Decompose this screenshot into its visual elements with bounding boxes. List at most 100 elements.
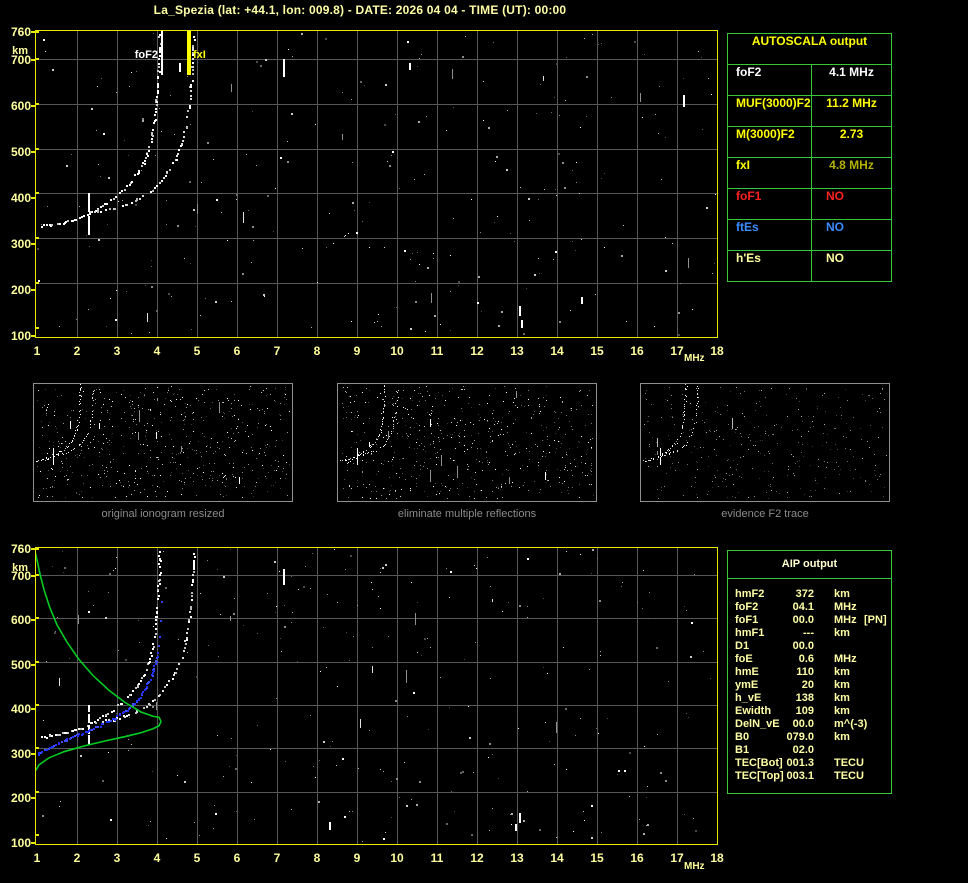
x-axis-tick-label: 11 xyxy=(430,851,444,865)
y-axis-tick-label: 300 xyxy=(10,746,31,761)
y-axis-tick xyxy=(31,619,36,622)
autoscala-row-value: NO xyxy=(826,251,844,265)
autoscala-row-label: MUF(3000)F2 xyxy=(728,96,812,126)
aip-param-unit: TECU xyxy=(834,770,864,782)
page-title: La_Spezia (lat: +44.1, lon: 009.8) - DAT… xyxy=(153,3,567,17)
thumbnail-eliminate-reflections xyxy=(337,383,597,502)
aip-param-name: hmE xyxy=(735,666,759,678)
aip-row: foE 0.6 MHz xyxy=(728,653,891,666)
aip-param-name: h_vE xyxy=(735,692,762,704)
aip-row: D1 00.0 xyxy=(728,640,891,653)
autoscala-row-value: 11.2 MHz xyxy=(826,96,877,110)
aip-row: hmF2 372 km xyxy=(728,588,891,601)
y-axis-tick-label: 700 xyxy=(10,52,31,67)
autoscala-row: h'Es NO xyxy=(728,251,891,281)
autoscala-row-label: M(3000)F2 xyxy=(728,127,812,157)
autoscala-row: foF2 4.1 MHz xyxy=(728,65,891,96)
autoscala-rows: foF2 4.1 MHz MUF(3000)F2 11.2 MHz M(3000)F2 2… xyxy=(728,65,891,281)
y-axis-unit-label: km xyxy=(12,45,28,57)
x-axis-tick-label: 11 xyxy=(430,344,444,358)
aip-param-unit: m^(-3) xyxy=(834,718,868,730)
x-axis-tick-label: 2 xyxy=(73,344,81,358)
fxI-marker-label: fxI xyxy=(193,49,206,61)
aip-param-unit: MHz xyxy=(834,653,857,665)
autoscala-row-label: ftEs xyxy=(728,220,812,250)
aip-row: foF2 04.1 MHz xyxy=(728,601,891,614)
x-axis-tick-label: 15 xyxy=(590,851,604,865)
aip-param-name: TEC[Bot] xyxy=(735,757,783,769)
y-axis-tick xyxy=(31,752,36,755)
x-axis-unit-label: MHz xyxy=(684,861,705,872)
x-axis-tick-label: 12 xyxy=(470,851,484,865)
aip-param-name: foE xyxy=(735,653,753,665)
thumbnail-caption: eliminate multiple reflections xyxy=(397,508,537,520)
x-axis-tick-label: 1 xyxy=(33,851,41,865)
aip-param-unit: MHz xyxy=(834,601,857,613)
y-axis-tick-label: 500 xyxy=(10,144,31,159)
x-axis-tick-label: 15 xyxy=(590,344,604,358)
autoscala-row: foF1 NO xyxy=(728,189,891,220)
x-axis-tick-label: 16 xyxy=(630,344,644,358)
aip-param-name: ymE xyxy=(735,679,759,691)
x-axis-tick-label: 14 xyxy=(550,851,564,865)
aip-row: TEC[Bot] 001.3 TECU xyxy=(728,757,891,770)
thumbnail-evidence-canvas xyxy=(641,384,889,501)
aip-header: AIP output xyxy=(781,558,838,570)
foF2-marker-label: foF2 xyxy=(134,49,158,61)
aip-param-value: 00.0 xyxy=(792,718,814,730)
y-axis-tick xyxy=(31,708,36,711)
aip-param-value: 110 xyxy=(796,666,814,678)
autoscala-row: M(3000)F2 2.73 xyxy=(728,127,891,158)
profile-ionogram-canvas xyxy=(35,547,718,845)
autoscala-row-label: foF2 xyxy=(728,65,812,95)
aip-param-value: 20 xyxy=(801,679,814,691)
aip-param-value: 00.0 xyxy=(792,614,814,626)
x-axis-tick-label: 10 xyxy=(390,344,404,358)
aip-row: h_vE 138 km xyxy=(728,692,891,705)
autoscala-row-value: NO xyxy=(826,189,844,203)
y-axis-tick xyxy=(31,574,36,577)
thumbnail-caption: original ionogram resized xyxy=(101,508,225,520)
y-axis-tick-label: 600 xyxy=(10,98,31,113)
y-axis-tick xyxy=(31,31,36,33)
aip-rows: hmF2 372 km foF2 04.1 MHz foF1 00.0 MHz [PN] hmF1 -… xyxy=(728,588,891,783)
x-axis-unit-label: MHz xyxy=(684,353,705,364)
aip-param-unit: km xyxy=(834,705,850,717)
y-axis-tick xyxy=(31,150,36,153)
x-axis-tick-label: 1 xyxy=(33,344,41,358)
aip-param-unit: km xyxy=(834,692,850,704)
aip-param-name: B0 xyxy=(735,731,750,743)
x-axis-tick-label: 4 xyxy=(153,344,161,358)
y-axis-unit-label: km xyxy=(12,562,28,574)
x-axis-tick-label: 18 xyxy=(710,344,724,358)
aip-param-name: DelN_vE xyxy=(735,718,780,730)
autoscala-header: AUTOSCALA output xyxy=(728,34,891,65)
aip-param-name: foF1 xyxy=(735,614,759,626)
y-axis-tick-label: 300 xyxy=(10,236,31,251)
aip-param-name: B1 xyxy=(735,744,750,756)
thumbnail-caption: evidence F2 trace xyxy=(721,508,809,520)
x-axis-tick-label: 7 xyxy=(273,344,281,358)
x-axis-tick-label: 2 xyxy=(73,851,81,865)
aip-param-unit: MHz xyxy=(834,614,857,626)
aip-row: Ewidth 109 km xyxy=(728,705,891,718)
aip-param-extra: [PN] xyxy=(864,614,887,626)
y-axis-tick xyxy=(31,196,36,199)
x-axis-tick-label: 3 xyxy=(113,851,121,865)
y-axis-tick xyxy=(31,335,36,337)
aip-param-value: 138 xyxy=(795,692,814,704)
y-axis-tick xyxy=(31,663,36,666)
aip-param-name: D1 xyxy=(735,640,750,652)
thumbnail-evidence-f2 xyxy=(640,383,890,502)
x-axis-tick-label: 16 xyxy=(630,851,644,865)
x-axis-tick-label: 13 xyxy=(510,344,524,358)
aip-param-value: 001.3 xyxy=(786,757,814,769)
autoscala-row-label: foF1 xyxy=(728,189,812,219)
aip-param-value: 003.1 xyxy=(786,770,814,782)
aip-param-unit: km xyxy=(834,588,850,600)
autoscala-row: fxI 4.8 MHz xyxy=(728,158,891,189)
aip-param-name: foF2 xyxy=(735,601,759,613)
autoscala-row-value: NO xyxy=(826,220,844,234)
aip-param-unit: km xyxy=(834,731,850,743)
aip-header-divider xyxy=(728,578,891,579)
